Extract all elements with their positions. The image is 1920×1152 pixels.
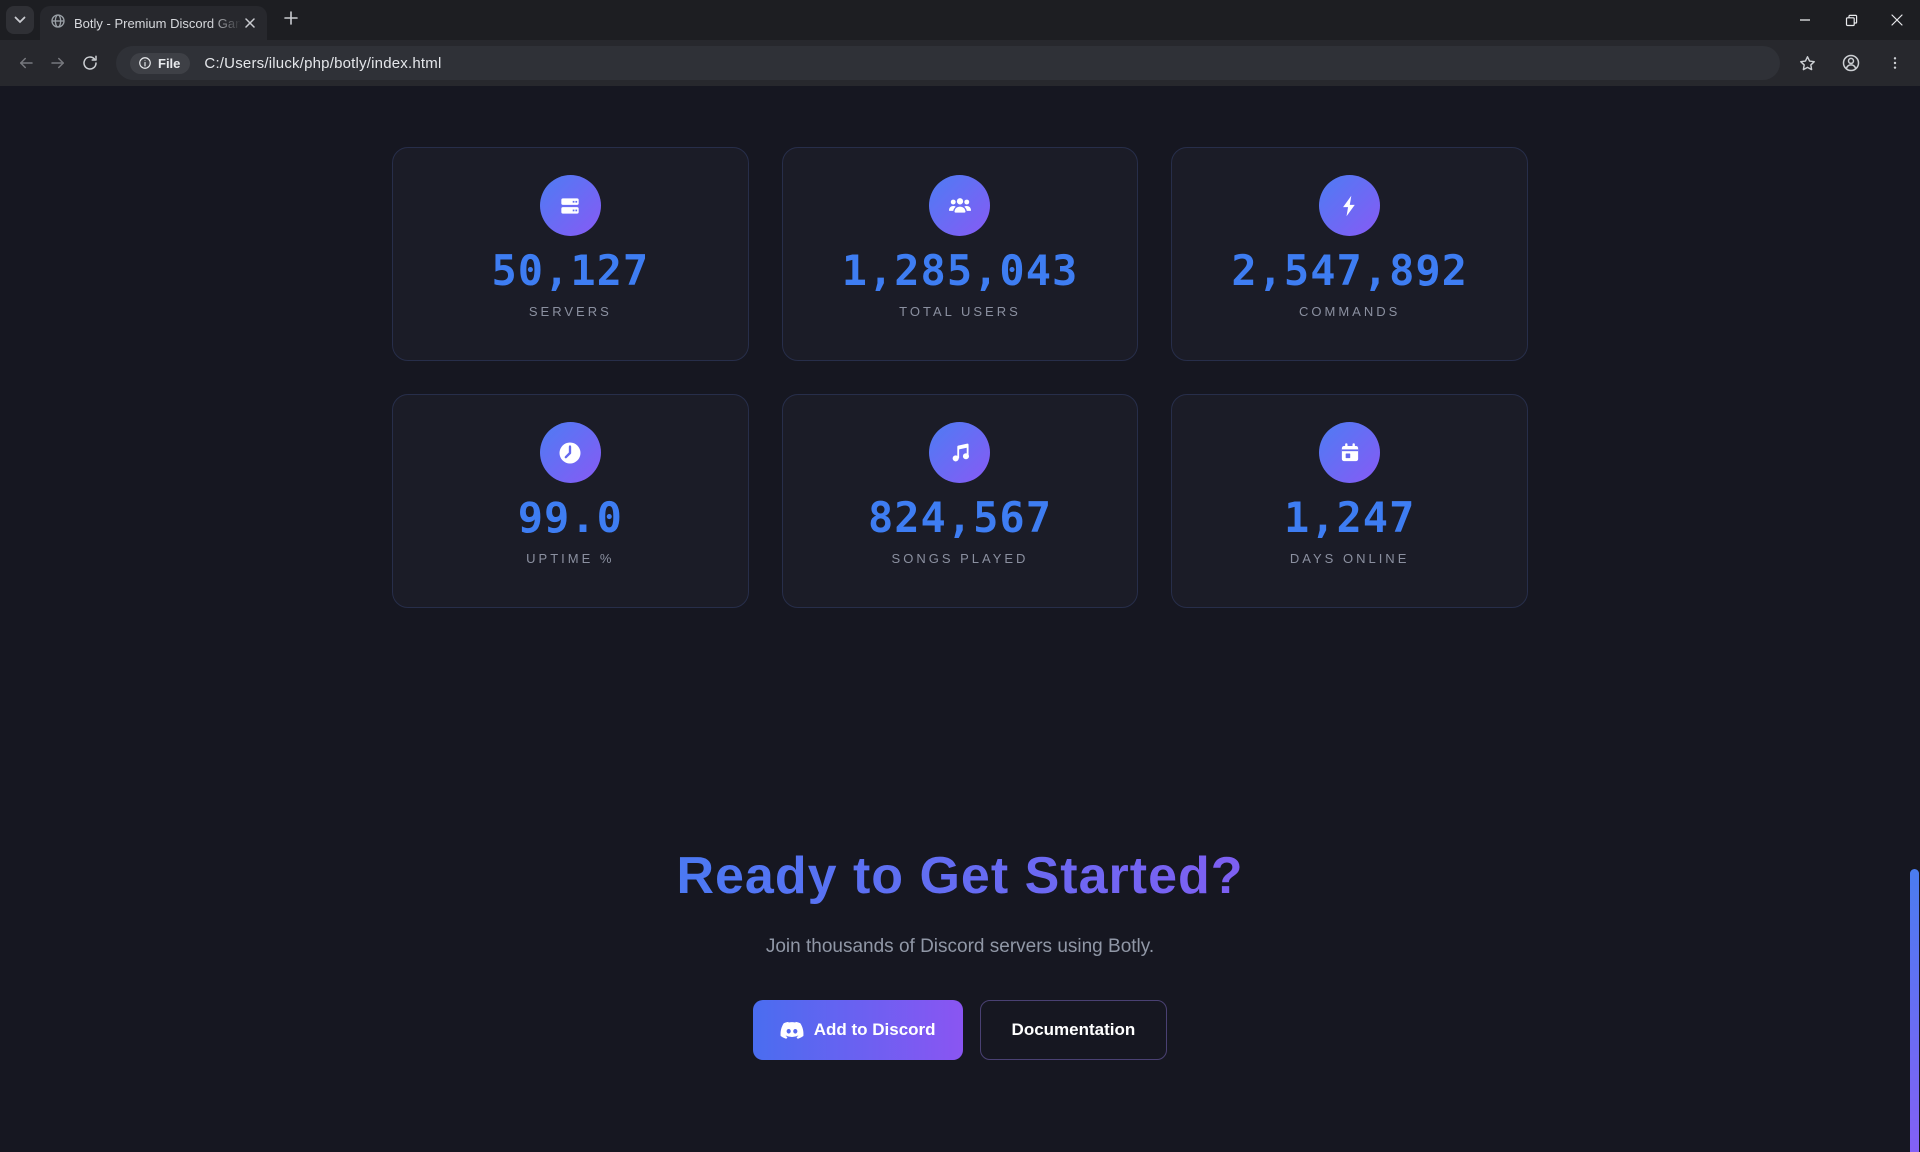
- forward-arrow-icon: [51, 57, 64, 69]
- reload-icon: [83, 55, 97, 70]
- stat-label: TOTAL USERS: [899, 304, 1021, 319]
- stat-card-commands: 2,547,892 COMMANDS: [1171, 147, 1528, 361]
- add-to-discord-button[interactable]: Add to Discord: [752, 1000, 963, 1060]
- stat-value: 1,247: [1283, 493, 1416, 542]
- tab-search-button[interactable]: [6, 6, 34, 34]
- browser-titlebar: Botly - Premium Discord Gamin: [0, 0, 1920, 40]
- file-scheme-chip[interactable]: File: [130, 52, 191, 74]
- discord-logo-icon: [780, 1021, 804, 1039]
- tab-close-icon[interactable]: [241, 14, 259, 32]
- stat-value: 50,127: [491, 246, 650, 295]
- documentation-button[interactable]: Documentation: [979, 1000, 1168, 1060]
- reload-button[interactable]: [74, 47, 106, 79]
- stat-label: UPTIME %: [526, 551, 615, 566]
- stat-value: 824,567: [867, 493, 1052, 542]
- globe-favicon-icon: [50, 13, 66, 34]
- cta-subtitle: Join thousands of Discord servers using …: [765, 936, 1155, 957]
- stats-grid: 50,127 SERVERS 1,285,043 TOTAL USERS: [392, 147, 1528, 608]
- restore-button[interactable]: [1828, 0, 1874, 40]
- primary-button-label: Add to Discord: [813, 1020, 936, 1039]
- profile-button[interactable]: [1836, 48, 1866, 78]
- minimize-button[interactable]: [1782, 0, 1828, 40]
- stat-card-total-users: 1,285,043 TOTAL USERS: [781, 147, 1139, 361]
- stat-value: 99.0: [517, 493, 623, 542]
- window-controls: [1782, 0, 1920, 40]
- users-icon: [929, 175, 991, 236]
- page-scrollbar-thumb[interactable]: [1910, 869, 1919, 1152]
- back-arrow-icon: [20, 57, 33, 69]
- stat-value: 1,285,043: [841, 246, 1079, 295]
- info-icon: [139, 57, 151, 69]
- file-chip-label: File: [158, 55, 181, 71]
- address-bar[interactable]: File C:/Users/iluck/php/botly/index.html: [116, 46, 1780, 80]
- back-button[interactable]: [10, 47, 42, 79]
- toolbar-actions: [1792, 48, 1910, 78]
- page-content: 50,127 SERVERS 1,285,043 TOTAL USERS: [0, 86, 1920, 1152]
- new-tab-button[interactable]: [277, 6, 305, 34]
- cta-section: Ready to Get Started? Join thousands of …: [0, 846, 1920, 1060]
- chevron-down-icon: [14, 11, 26, 29]
- url-text: C:/Users/iluck/php/botly/index.html: [204, 54, 442, 72]
- stat-label: DAYS ONLINE: [1289, 551, 1410, 566]
- calendar-icon: [1319, 422, 1381, 483]
- browser-tab[interactable]: Botly - Premium Discord Gamin: [40, 6, 267, 40]
- stat-label: COMMANDS: [1299, 304, 1401, 319]
- bolt-icon: [1319, 175, 1381, 236]
- plus-icon: [284, 10, 298, 30]
- clock-icon: [539, 422, 601, 483]
- stat-card-servers: 50,127 SERVERS: [392, 147, 749, 361]
- stat-value: 2,547,892: [1231, 246, 1468, 295]
- profile-icon: [1842, 54, 1860, 72]
- tab-title: Botly - Premium Discord Gamin: [74, 15, 241, 31]
- stat-card-songs-played: 824,567 SONGS PLAYED: [781, 394, 1139, 608]
- stat-card-uptime: 99.0 UPTIME %: [392, 394, 749, 608]
- stat-card-days-online: 1,247 DAYS ONLINE: [1171, 394, 1528, 608]
- cta-heading: Ready to Get Started?: [676, 847, 1244, 905]
- bookmark-star-button[interactable]: [1792, 48, 1822, 78]
- kebab-menu-icon: [1893, 57, 1897, 69]
- browser-toolbar: File C:/Users/iluck/php/botly/index.html: [0, 40, 1920, 86]
- stat-label: SONGS PLAYED: [891, 551, 1029, 566]
- forward-button[interactable]: [42, 47, 74, 79]
- music-note-icon: [929, 422, 991, 483]
- secondary-button-label: Documentation: [1011, 1020, 1136, 1039]
- cta-buttons: Add to Discord Documentation: [0, 1000, 1920, 1060]
- close-window-button[interactable]: [1874, 0, 1920, 40]
- server-icon: [539, 175, 601, 236]
- menu-button[interactable]: [1880, 48, 1910, 78]
- stat-label: SERVERS: [528, 304, 612, 319]
- star-icon: [1799, 55, 1815, 70]
